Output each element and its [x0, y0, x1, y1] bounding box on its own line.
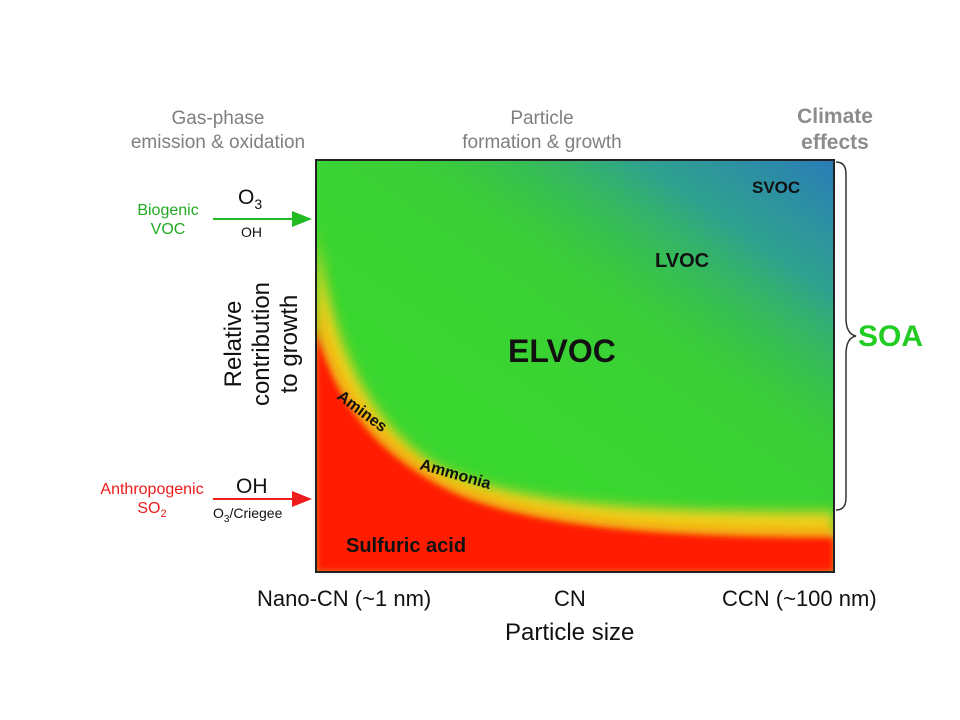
anthropogenic-so2-label: Anthropogenic SO2 [82, 480, 222, 524]
particle-header-line1: Particle [510, 108, 574, 129]
y-axis-label-line3: to growth [276, 294, 303, 394]
lvoc-label: LVOC [655, 250, 710, 272]
sulfuric-acid-region [316, 330, 834, 572]
gas-phase-header: Gas-phase emission & oxidation [108, 107, 328, 155]
sulfuric-acid-label: Sulfuric acid [346, 535, 467, 557]
gas-phase-header-line1: Gas-phase [171, 108, 265, 129]
biogenic-line2: VOC [150, 221, 186, 238]
x-tick-ccn: CCN (~100 nm) [722, 586, 877, 611]
climate-header-line1: Climate [797, 105, 873, 128]
climate-header: Climate effects [770, 104, 900, 156]
y-axis-label: Relative contribution to growth [220, 244, 304, 444]
anthropogenic-line2: SO2 [137, 500, 167, 521]
climate-header-line2: effects [801, 131, 869, 154]
anthropogenic-line1: Anthropogenic [100, 481, 204, 498]
x-tick-cn: CN [554, 586, 586, 611]
svoc-label: SVOC [752, 178, 801, 197]
gas-phase-header-line2: emission & oxidation [130, 132, 306, 153]
soa-label: SOA [858, 320, 924, 353]
soa-bracket [835, 161, 857, 511]
anthropogenic-oxidant-main: OH [236, 475, 268, 498]
x-axis-title: Particle size [505, 619, 635, 646]
plot-area [316, 160, 834, 572]
y-axis-label-line2: contribution [248, 281, 275, 407]
plot-frame [315, 159, 835, 573]
particle-header-line2: formation & growth [462, 132, 622, 153]
particle-header: Particle formation & growth [432, 107, 652, 155]
biogenic-oxidant-sub: OH [241, 224, 262, 240]
biogenic-voc-label: Biogenic VOC [118, 201, 218, 239]
elvoc-label: ELVOC [508, 333, 616, 369]
biogenic-oxidant-main: O3 [238, 186, 263, 213]
x-tick-nano-cn: Nano-CN (~1 nm) [257, 586, 432, 611]
anthropogenic-oxidant-sub: O3/Criegee [213, 505, 283, 525]
y-axis-label-line1: Relative [220, 300, 247, 388]
biogenic-line1: Biogenic [137, 202, 199, 219]
